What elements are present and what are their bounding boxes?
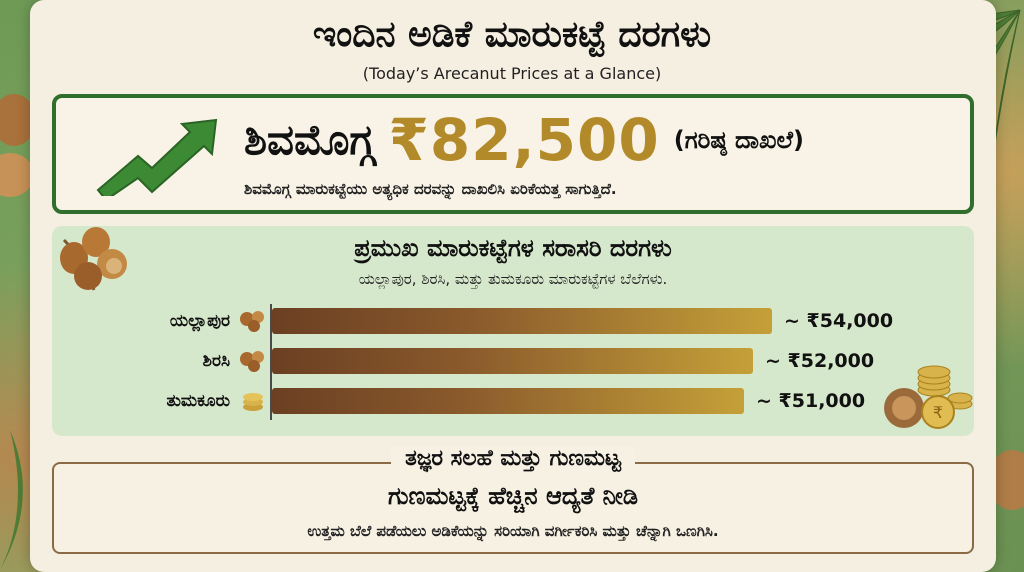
page-title: ಇಂದಿನ ಅಡಿಕೆ ಮಾರುಕಟ್ಟೆ ದರಗಳು	[312, 14, 712, 55]
bar	[272, 308, 772, 334]
bar-row: ಯಲ್ಲಾಪುರ ~ ₹54,000	[52, 308, 974, 334]
page-subtitle: (Today’s Arecanut Prices at a Glance)	[362, 64, 662, 83]
markets-panel: ಪ್ರಮುಖ ಮಾರುಕಟ್ಟೆಗಳ ಸರಾಸರಿ ದರಗಳು ಯಲ್ಲಾಪುರ…	[52, 226, 974, 436]
arecanut-icon	[240, 311, 264, 332]
bar-value-label: ~ ₹51,000	[756, 390, 866, 412]
bar-label: ಯಲ್ಲಾಪುರ	[169, 311, 230, 331]
bar-label: ತುಮಕೂರು	[166, 391, 230, 411]
advice-title: ಗುಣಮಟ್ಟಕ್ಕೆ ಹೆಚ್ಚಿನ ಆದ್ಯತೆ ನೀಡಿ	[387, 482, 639, 510]
chart-axis	[270, 304, 272, 420]
advice-panel: ತಜ್ಞರ ಸಲಹೆ ಮತ್ತು ಗುಣಮಟ್ಟ ಗುಣಮಟ್ಟಕ್ಕೆ ಹೆಚ…	[52, 446, 974, 554]
highlight-price: ₹82,500	[388, 106, 660, 174]
highlight-panel: ಶಿವಮೊಗ್ಗ ₹82,500 (ಗರಿಷ್ಠ ದಾಖಲೆ) ಶಿವಮೊಗ್ಗ…	[52, 94, 974, 214]
bar-row: ತುಮಕೂರು ~ ₹51,000	[52, 388, 974, 414]
svg-text:₹: ₹	[933, 403, 943, 422]
arecanut-icon	[240, 351, 264, 372]
advice-heading: ತಜ್ಞರ ಸಲಹೆ ಮತ್ತು ಗುಣಮಟ್ಟ	[391, 446, 635, 471]
arecanut-decor-icon	[988, 450, 1024, 510]
bar-label: ಶಿರಸಿ	[202, 351, 230, 371]
advice-heading-wrap: ತಜ್ಞರ ಸಲಹೆ ಮತ್ತು ಗುಣಮಟ್ಟ	[54, 446, 972, 471]
arecanut-cluster-icon	[60, 227, 127, 291]
bar-value-label: ~ ₹52,000	[765, 350, 875, 372]
highlight-city: ಶಿವಮೊಗ್ಗ	[244, 115, 375, 164]
highlight-description: ಶಿವಮೊಗ್ಗ ಮಾರುಕಟ್ಟೆಯು ಅತ್ಯಧಿಕ ದರವನ್ನು ದಾಖ…	[244, 180, 617, 198]
highlight-note: (ಗರಿಷ್ಠ ದಾಖಲೆ)	[673, 126, 804, 154]
markets-subtitle: ಯಲ್ಲಾಪುರ, ಶಿರಸಿ, ಮತ್ತು ತುಮಕೂರು ಮಾರುಕಟ್ಟೆ…	[358, 270, 668, 288]
bar-row: ಶಿರಸಿ ~ ₹52,000	[52, 348, 974, 374]
highlight-row: ಶಿವಮೊಗ್ಗ ₹82,500 (ಗರಿಷ್ಠ ದಾಖಲೆ)	[244, 106, 804, 174]
arecanut-decor-icon	[0, 94, 36, 197]
advice-text: ಉತ್ತಮ ಬೆಲೆ ಪಡೆಯಲು ಅಡಿಕೆಯನ್ನು ಸರಿಯಾಗಿ ವರ್…	[307, 522, 719, 540]
coins-stack-icon: ₹	[884, 365, 973, 429]
markets-title: ಪ್ರಮುಖ ಮಾರುಕಟ್ಟೆಗಳ ಸರಾಸರಿ ದರಗಳು	[354, 234, 672, 262]
coin-icon	[243, 393, 263, 411]
bar	[272, 348, 753, 374]
trend-up-arrow-icon	[96, 118, 218, 196]
bar-value-label: ~ ₹54,000	[784, 310, 894, 332]
palm-leaf-icon	[0, 430, 58, 570]
bar	[272, 388, 744, 414]
